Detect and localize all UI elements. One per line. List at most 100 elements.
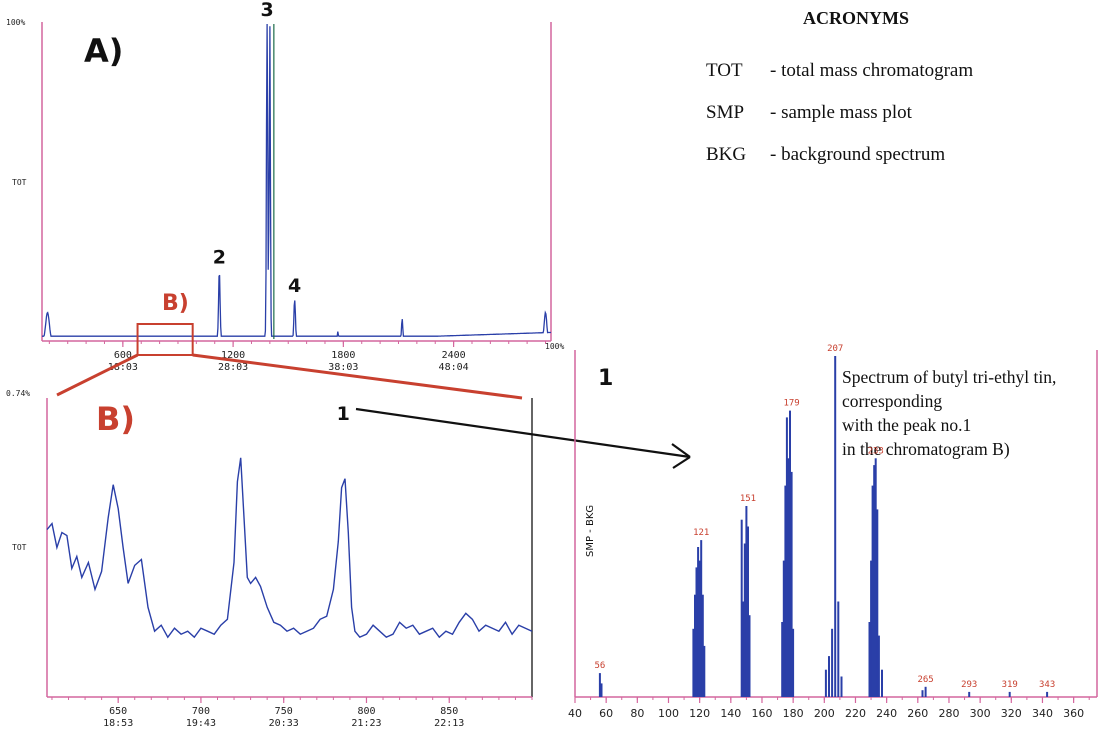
spectrum-x-tick-label: 160 [751,707,772,720]
spectrum-bar [745,506,748,697]
acronyms-title: ACRONYMS [803,8,909,28]
panel-a-zoom-box [136,323,194,356]
panel-a-x-tick-sublabel: 48:04 [439,362,469,373]
spectrum-bar [828,656,830,697]
panel-b-ylabel: TOT [12,543,27,552]
spectrum-bar [743,543,746,697]
spectrum-bar [1008,691,1011,697]
spectrum-x-tick-label: 120 [689,707,710,720]
spectrum-bar [784,485,787,697]
panel-a-trace [42,23,552,337]
spectrum-ytop-label: 100% [545,342,564,351]
spectrum-annotation-line: corresponding [842,391,943,411]
panel-a-title: A) [84,32,123,70]
panel-b-x-tick-label: 650 [109,706,127,717]
spectrum-peak-label: 151 [740,494,756,504]
spectrum-bar [924,686,927,697]
spectrum-bar [968,691,971,697]
spectrum-peak-label: 56 [595,661,606,671]
panel-a-x-tick-label: 2400 [442,350,466,361]
panel-b-ytop-label: 0.74% [6,389,30,398]
peak-to-spectrum-arrow [355,407,691,459]
panel-b-x-tick-label: 700 [192,706,210,717]
panel-a-zoom-label: B) [162,291,189,316]
panel-a-x-tick-label: 1800 [331,350,355,361]
spectrum-bar [837,601,840,697]
panel-b-title: B) [96,400,135,438]
spectrum-bar [787,458,790,697]
spectrum-bar [824,669,827,697]
acronym-abbr: SMP [706,102,745,123]
spectrum-bar [694,594,696,697]
spectrum-bar [874,458,877,697]
panel-a-x-tick-sublabel: 18:03 [108,362,138,373]
panel-a-x-tick-label: 600 [114,350,132,361]
panel-a-x-tick-sublabel: 38:03 [328,362,358,373]
spectrum-bar [873,465,876,697]
spectrum-x-tick-label: 280 [938,707,959,720]
panel-b-x-tick-sublabel: 21:23 [351,718,381,729]
spectrum-annotation-line: Spectrum of butyl tri-ethyl tin, [842,367,1057,387]
spectrum-peak-label: 265 [917,675,933,685]
spectrum-x-tick-label: 260 [907,707,928,720]
spectrum-x-tick-label: 80 [630,707,644,720]
spectrum-x-tick-label: 360 [1063,707,1084,720]
acronym-abbr: TOT [706,60,743,81]
spectrum-bar [782,560,785,697]
spectrum-bar [742,601,745,697]
spectrum-bar [792,628,795,697]
zoom-connector-left [56,353,139,397]
spectrum-x-tick-label: 300 [970,707,991,720]
spectrum-bar [881,669,883,697]
panel-b-x-tick-sublabel: 18:53 [103,718,133,729]
spectrum-bar [831,628,834,697]
spectrum-bar [876,509,879,697]
panel-a-x-tick-sublabel: 28:03 [218,362,248,373]
panel-a-peak-label: 3 [260,0,273,21]
panel-b-peak-label: 1 [337,403,350,425]
spectrum-bar [701,594,704,697]
spectrum-peak-label: 233 [868,446,884,456]
panel-b-x-tick-label: 750 [275,706,293,717]
spectrum-bar [790,471,793,697]
spectrum-bar [1046,691,1049,697]
acronym-text: - sample mass plot [770,102,912,123]
spectrum-bar [781,622,784,697]
acronym-text: - total mass chromatogram [770,60,974,81]
panel-b-x-tick-sublabel: 20:33 [269,718,299,729]
spectrum-peak-label: 293 [961,680,977,690]
spectrum-x-tick-label: 60 [599,707,613,720]
spectrum-x-tick-label: 100 [658,707,679,720]
panel-b-x-tick-sublabel: 19:43 [186,718,216,729]
spectrum-x-tick-label: 320 [1001,707,1022,720]
spectrum-bar [703,645,706,697]
arrow-head-icon [671,443,691,469]
spectrum-bar [840,676,843,697]
zoom-connector-right [192,353,523,400]
spectrum-bar [698,560,701,697]
spectrum-bar [834,356,837,697]
spectrum-bar [921,690,924,697]
spectrum-bar [877,635,880,697]
acronym-abbr: BKG [706,144,747,165]
panel-a-ytop-label: 100% [6,18,25,27]
spectrum-bar [868,622,871,697]
spectrum-peak-label: 343 [1039,680,1055,690]
spectrum-bar [870,560,873,697]
spectrum-peak-number: 1 [598,366,613,391]
spectrum-bar [748,615,751,697]
spectrum-bar [695,567,698,697]
panel-a-peak-label: 4 [288,275,301,297]
spectrum-bar [700,540,703,697]
spectrum-bar [871,485,874,697]
panel-a-ylabel: TOT [12,178,27,187]
spectrum-bar [785,417,788,697]
spectrum-x-tick-label: 40 [568,707,582,720]
spectrum-annotation-line: in the chromatogram B) [842,439,1010,459]
spectrum-x-tick-label: 140 [720,707,741,720]
panel-b-x-tick-label: 800 [357,706,375,717]
spectrum-bar [600,683,603,697]
spectrum-bar [692,628,695,697]
spectrum-peak-label: 319 [1002,680,1018,690]
